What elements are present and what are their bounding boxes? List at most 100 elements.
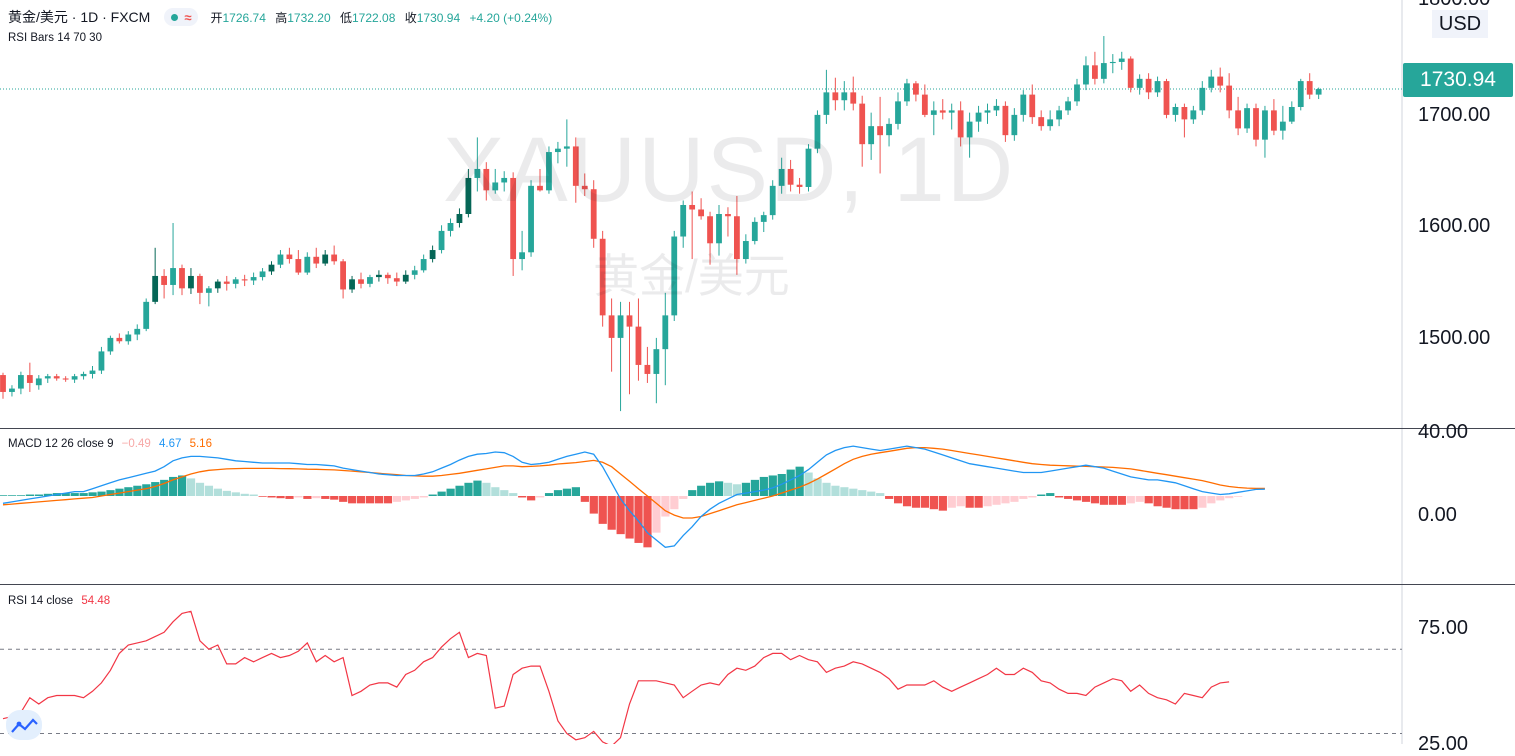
candle-body bbox=[18, 375, 24, 389]
candle-body bbox=[1127, 58, 1134, 88]
macd-histogram-bar bbox=[1180, 496, 1189, 510]
candle-body bbox=[1262, 110, 1268, 140]
candle-body bbox=[134, 328, 141, 335]
candle-body bbox=[644, 364, 651, 374]
candle-body bbox=[680, 204, 687, 237]
candle-body bbox=[1065, 101, 1071, 111]
candle-body bbox=[1288, 107, 1295, 122]
candle-body bbox=[358, 279, 364, 284]
candle-body bbox=[653, 349, 660, 374]
currency-button[interactable]: USD bbox=[1432, 10, 1488, 38]
macd-histogram-bar bbox=[929, 496, 938, 510]
candle-body bbox=[734, 216, 740, 260]
candle-body bbox=[331, 254, 338, 262]
macd-histogram-bar bbox=[419, 496, 428, 498]
candle-body bbox=[107, 337, 114, 352]
candle-body bbox=[1163, 81, 1170, 115]
candle-body bbox=[805, 148, 812, 187]
live-dot-icon bbox=[171, 13, 179, 21]
candle-body bbox=[948, 110, 955, 113]
candle-body bbox=[179, 268, 185, 289]
macd-histogram-bar bbox=[1216, 496, 1225, 501]
macd-histogram-bar bbox=[786, 469, 795, 496]
macd-histogram-bar bbox=[688, 490, 697, 496]
rsi-pane bbox=[0, 610, 1402, 744]
candle-body bbox=[9, 388, 15, 392]
rsi-legend[interactable]: RSI 14 close 54.48 bbox=[8, 595, 115, 607]
low-label: 低 bbox=[339, 10, 352, 25]
candle-body bbox=[716, 214, 722, 244]
macd-histogram-bar bbox=[348, 496, 357, 504]
candle-body bbox=[367, 277, 373, 284]
macd-histogram-bar bbox=[500, 490, 509, 496]
macd-legend[interactable]: MACD 12 26 close 9 −0.49 4.67 5.16 bbox=[8, 438, 217, 450]
candle-body bbox=[188, 275, 194, 289]
candle-body bbox=[250, 277, 257, 281]
tradingview-logo-icon[interactable] bbox=[6, 710, 42, 740]
candle-body bbox=[778, 168, 785, 186]
macd-hist-value: −0.49 bbox=[121, 438, 151, 450]
ohlc-values: 开1726.74 高1732.20 低1722.08 收1730.94 +4.2… bbox=[210, 9, 558, 26]
candle-body bbox=[429, 250, 436, 260]
candle-body bbox=[304, 256, 311, 273]
macd-histogram-bar bbox=[428, 494, 437, 496]
macd-histogram-bar bbox=[321, 496, 330, 499]
candle-body bbox=[1181, 107, 1188, 120]
macd-histogram-bar bbox=[1001, 496, 1010, 504]
macd-histogram-bar bbox=[652, 496, 661, 533]
candle-body bbox=[904, 83, 910, 102]
candle-body bbox=[420, 259, 427, 271]
candle-body bbox=[1208, 76, 1215, 88]
candle-body bbox=[921, 94, 928, 115]
candle-body bbox=[456, 214, 463, 224]
macd-histogram-bar bbox=[956, 496, 965, 507]
macd-histogram-bar bbox=[1046, 493, 1055, 496]
macd-histogram-bar bbox=[679, 496, 688, 499]
candle-body bbox=[1279, 121, 1286, 131]
candle-body bbox=[62, 378, 69, 380]
candle-body bbox=[698, 209, 704, 217]
macd-histogram-bar bbox=[741, 482, 751, 496]
candle-body bbox=[1217, 76, 1224, 86]
price-tick-1500: 1500.00 bbox=[1418, 327, 1491, 349]
candle-body bbox=[223, 281, 230, 284]
legend-header: 黄金/美元 · 1D · FXCM ≈ 开1726.74 高1732.20 低1… bbox=[8, 6, 558, 28]
candle-body bbox=[501, 177, 508, 183]
candle-body bbox=[725, 214, 731, 217]
candle-body bbox=[80, 373, 87, 377]
macd-pane bbox=[0, 445, 1265, 548]
macd-histogram-bar bbox=[589, 496, 598, 514]
macd-histogram-bar bbox=[607, 496, 616, 530]
macd-histogram-bar bbox=[178, 475, 187, 496]
high-label: 高 bbox=[275, 10, 288, 25]
macd-histogram-bar bbox=[536, 496, 545, 498]
macd-histogram-bar bbox=[357, 496, 366, 504]
macd-histogram-bar bbox=[365, 496, 375, 504]
macd-histogram-bar bbox=[7, 495, 17, 496]
candle-body bbox=[689, 204, 696, 210]
macd-histogram-bar bbox=[339, 496, 348, 502]
candle-body bbox=[769, 185, 776, 216]
macd-histogram-bar bbox=[867, 491, 876, 496]
candle-body bbox=[98, 351, 105, 371]
symbol-title[interactable]: 黄金/美元 · 1D · FXCM bbox=[8, 9, 151, 25]
candle-body bbox=[1029, 94, 1036, 118]
macd-histogram-bar bbox=[1081, 496, 1091, 502]
macd-histogram-bar bbox=[876, 493, 885, 496]
candle-body bbox=[483, 168, 490, 191]
macd-histogram-bar bbox=[186, 478, 196, 496]
macd-histogram-bar bbox=[0, 495, 8, 496]
candle-body bbox=[268, 264, 275, 272]
series-toggle[interactable]: ≈ bbox=[164, 8, 199, 26]
macd-histogram-bar bbox=[858, 490, 867, 496]
macd-histogram-bar bbox=[43, 493, 52, 496]
macd-histogram-bar bbox=[580, 496, 589, 502]
rsi-bars-legend[interactable]: RSI Bars 14 70 30 bbox=[8, 32, 107, 44]
macd-histogram-bar bbox=[813, 478, 822, 496]
macd-histogram-bar bbox=[992, 496, 1001, 505]
macd-histogram-bar bbox=[1108, 496, 1117, 505]
candle-body bbox=[599, 238, 606, 316]
macd-histogram-bar bbox=[1099, 496, 1109, 505]
macd-histogram-bar bbox=[1028, 496, 1037, 498]
